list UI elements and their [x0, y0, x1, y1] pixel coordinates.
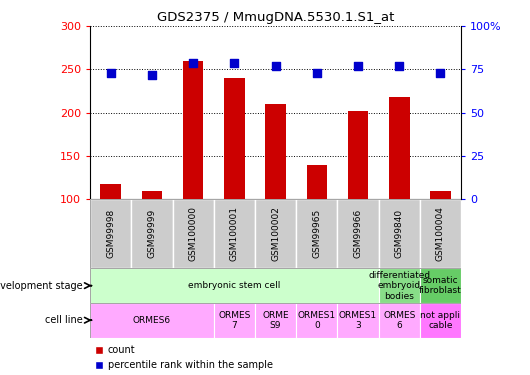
- Bar: [173, 199, 214, 268]
- Title: GDS2375 / MmugDNA.5530.1.S1_at: GDS2375 / MmugDNA.5530.1.S1_at: [157, 11, 394, 24]
- Bar: [183, 61, 204, 286]
- Point: [230, 60, 239, 66]
- Bar: [430, 190, 451, 286]
- Bar: [378, 268, 420, 303]
- Bar: [255, 303, 296, 338]
- Bar: [131, 199, 173, 268]
- Text: GSM99965: GSM99965: [312, 209, 321, 258]
- Point: [436, 70, 445, 76]
- Text: not appli
cable: not appli cable: [420, 310, 461, 330]
- Bar: [214, 199, 255, 268]
- Bar: [348, 111, 368, 286]
- Bar: [378, 303, 420, 338]
- Bar: [338, 303, 378, 338]
- Point: [107, 70, 115, 76]
- Text: embryonic stem cell: embryonic stem cell: [188, 281, 280, 290]
- Bar: [420, 303, 461, 338]
- Bar: [338, 199, 378, 268]
- Text: ORMES
6: ORMES 6: [383, 310, 416, 330]
- Bar: [420, 268, 461, 303]
- Text: ORME
S9: ORME S9: [262, 310, 289, 330]
- Text: ORMES6: ORMES6: [133, 316, 171, 325]
- Point: [271, 63, 280, 69]
- Bar: [100, 184, 121, 286]
- Text: GSM100001: GSM100001: [230, 206, 239, 261]
- Text: cell line: cell line: [45, 315, 83, 325]
- Point: [313, 70, 321, 76]
- Text: ORMES1
3: ORMES1 3: [339, 310, 377, 330]
- Bar: [306, 165, 327, 286]
- Text: GSM99999: GSM99999: [147, 209, 156, 258]
- Bar: [90, 303, 214, 338]
- Point: [395, 63, 403, 69]
- Point: [354, 63, 363, 69]
- Text: development stage: development stage: [0, 280, 83, 291]
- Text: GSM99840: GSM99840: [395, 209, 404, 258]
- Bar: [90, 199, 131, 268]
- Bar: [214, 303, 255, 338]
- Text: somatic
fibroblast: somatic fibroblast: [419, 276, 462, 296]
- Text: GSM99998: GSM99998: [106, 209, 115, 258]
- Bar: [378, 199, 420, 268]
- Point: [189, 60, 197, 66]
- Legend: count, percentile rank within the sample: count, percentile rank within the sample: [95, 345, 272, 370]
- Text: GSM100002: GSM100002: [271, 206, 280, 261]
- Bar: [255, 199, 296, 268]
- Text: GSM100000: GSM100000: [189, 206, 198, 261]
- Bar: [90, 268, 378, 303]
- Bar: [420, 199, 461, 268]
- Bar: [142, 190, 162, 286]
- Text: GSM99966: GSM99966: [354, 209, 363, 258]
- Bar: [296, 303, 338, 338]
- Bar: [224, 78, 245, 286]
- Text: GSM100004: GSM100004: [436, 206, 445, 261]
- Bar: [266, 104, 286, 286]
- Bar: [296, 199, 338, 268]
- Text: ORMES1
0: ORMES1 0: [298, 310, 336, 330]
- Text: differentiated
embryoid
bodies: differentiated embryoid bodies: [368, 271, 430, 300]
- Point: [148, 72, 156, 78]
- Text: ORMES
7: ORMES 7: [218, 310, 251, 330]
- Bar: [389, 97, 410, 286]
